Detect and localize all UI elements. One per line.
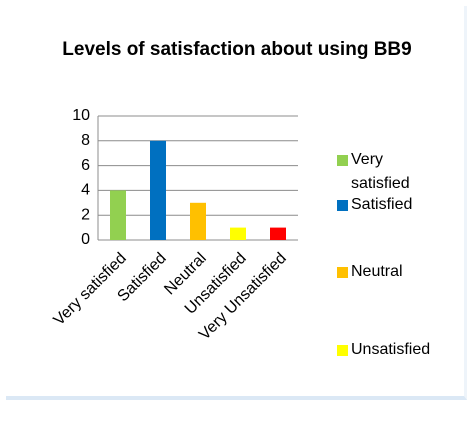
y-tick-label: 4 [81,182,90,199]
legend-item: Neutral [337,260,461,284]
legend-item: Satisfied [337,193,461,217]
legend-item: Very satisfied [337,148,431,196]
legend-swatch [337,200,348,211]
legend-label: Unsatisfied [351,341,431,358]
chart-title: Levels of satisfaction about using BB9 [62,39,412,60]
legend-label: Neutral [351,263,403,280]
y-tick-label: 6 [81,157,90,174]
bar [190,202,206,240]
legend-swatch [337,345,348,356]
legend-item: Unsatisfied [337,338,461,362]
bar [150,140,166,240]
bar [270,227,286,240]
y-tick-label: 8 [81,132,90,149]
y-tick-label: 0 [81,231,90,248]
legend-label: Satisfied [351,196,413,213]
bar [230,227,246,240]
y-tick-label: 10 [72,107,90,124]
y-tick-label: 2 [81,206,90,223]
legend-swatch [337,267,348,278]
legend-label: Very satisfied [351,151,410,192]
bar [110,190,126,240]
legend-swatch [337,155,348,166]
chart-frame [6,6,467,400]
